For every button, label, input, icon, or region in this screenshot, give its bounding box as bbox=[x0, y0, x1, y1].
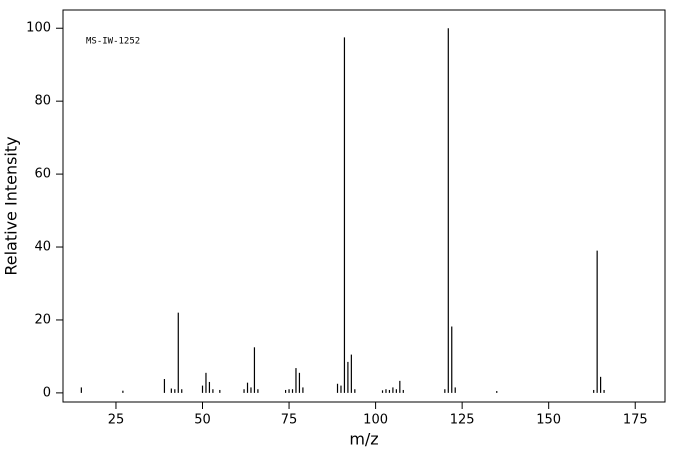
y-axis-label: Relative Intensity bbox=[2, 136, 21, 275]
y-tick-label: 20 bbox=[34, 312, 51, 327]
x-tick-label: 125 bbox=[450, 413, 475, 428]
x-tick-label: 50 bbox=[194, 413, 211, 428]
x-tick-label: 25 bbox=[108, 413, 125, 428]
x-tick-label: 100 bbox=[363, 413, 388, 428]
y-tick-label: 80 bbox=[34, 94, 51, 109]
y-tick-label: 40 bbox=[34, 240, 51, 255]
y-tick-label: 100 bbox=[26, 21, 51, 36]
plot-frame bbox=[62, 9, 666, 403]
y-tick-label: 60 bbox=[34, 167, 51, 182]
x-tick-label: 75 bbox=[281, 413, 298, 428]
x-tick-label: 150 bbox=[536, 413, 561, 428]
x-tick-label: 175 bbox=[623, 413, 648, 428]
y-tick-label: 0 bbox=[43, 385, 51, 400]
x-axis-label: m/z bbox=[349, 430, 378, 449]
annotation: MS-IW-1252 bbox=[86, 37, 140, 47]
